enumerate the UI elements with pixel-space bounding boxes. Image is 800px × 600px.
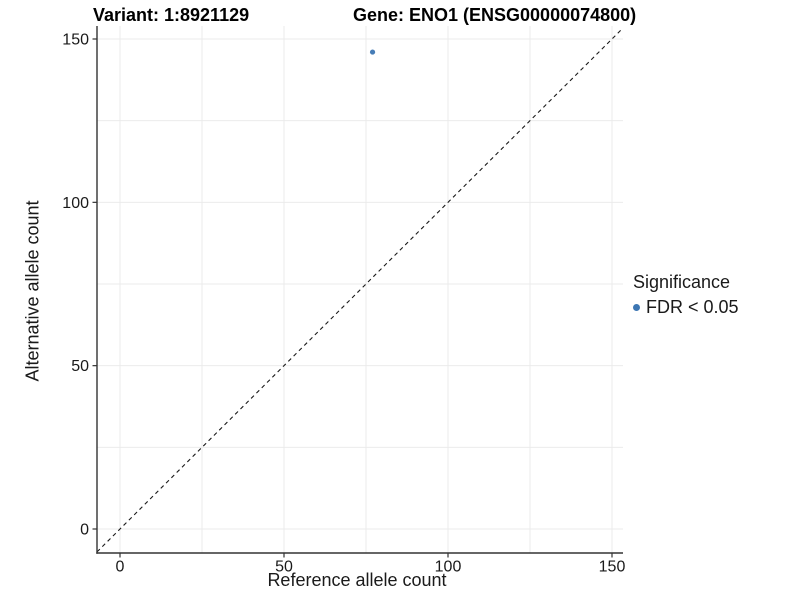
y-axis-title: Alternative allele count xyxy=(22,200,43,382)
y-tick-label: 150 xyxy=(62,31,89,48)
y-tick-label: 100 xyxy=(62,195,89,212)
legend: Significance FDR < 0.05 xyxy=(633,272,739,318)
plot-title-gene: Gene: ENO1 (ENSG00000074800) xyxy=(353,5,637,25)
legend-point-icon xyxy=(633,304,640,311)
plot-title-variant: Variant: 1:8921129 xyxy=(93,5,250,25)
y-tick-label: 0 xyxy=(80,522,89,539)
x-tick-label: 50 xyxy=(275,559,293,576)
x-tick-label: 100 xyxy=(435,559,462,576)
legend-item-label: FDR < 0.05 xyxy=(646,297,739,317)
x-tick-label: 0 xyxy=(116,559,125,576)
legend-item: FDR < 0.05 xyxy=(633,297,739,318)
data-point xyxy=(369,49,376,55)
x-tick-label: 150 xyxy=(599,559,626,576)
x-axis-title: Reference allele count xyxy=(267,570,447,590)
y-tick-label: 50 xyxy=(71,358,89,375)
identity-dashed-line xyxy=(96,27,624,553)
legend-title: Significance xyxy=(633,272,731,292)
